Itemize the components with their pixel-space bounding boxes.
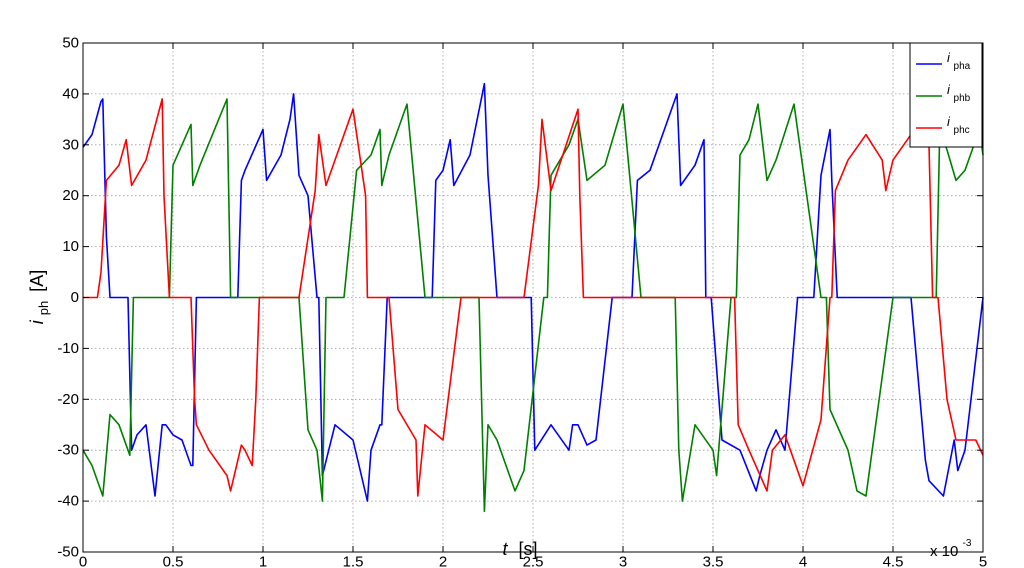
series-layer	[82, 82, 984, 513]
y-tick-label: -20	[57, 391, 79, 408]
x-tick-label: 4.5	[883, 553, 904, 568]
series-line-pha	[82, 82, 984, 502]
y-tick-label: 30	[62, 136, 79, 153]
legend-entry-pha: i pha	[916, 50, 971, 72]
x-axis-label-unit: [s]	[519, 539, 538, 559]
x-tick-label: 0.5	[163, 553, 184, 568]
legend-label-pha: i pha	[947, 50, 971, 72]
legend-label-phb: i phb	[947, 82, 971, 104]
x-tick-label: 1.5	[343, 553, 364, 568]
legend-label-phc-main: i	[947, 114, 951, 129]
legend-label-pha-main: i	[947, 50, 951, 65]
y-axis-label-main: i	[27, 319, 47, 324]
x-axis-label: t [s]	[502, 539, 537, 559]
x-axis-label-main: t	[502, 539, 508, 559]
y-tick-label: -30	[57, 442, 79, 459]
y-tick-label: -40	[57, 493, 79, 510]
x-tick-label: 2	[439, 553, 447, 568]
legend-label-phb-sub: phb	[954, 93, 971, 104]
y-axis-label-unit: [A]	[27, 270, 47, 292]
x-tick-label: 2.5	[523, 553, 544, 568]
legend-entry-phb: i phb	[916, 82, 971, 104]
x-axis-ticks: 0 0.5 1 1.5 2 2.5 3 3.5 4 4.5 5	[79, 43, 987, 568]
y-tick-label: 40	[62, 85, 79, 102]
legend-label-phc: i phc	[947, 114, 970, 136]
legend-box	[909, 42, 983, 148]
x-tick-label: 3.5	[703, 553, 724, 568]
x-axis-multiplier-exp: -3	[963, 538, 972, 549]
legend-label-phb-main: i	[947, 82, 951, 97]
series-line-phb	[82, 98, 984, 513]
y-tick-label: -10	[57, 340, 79, 357]
legend-label-pha-sub: pha	[954, 61, 971, 72]
legend-entry-phc: i phc	[916, 114, 970, 136]
x-axis-multiplier: x 10 -3	[930, 538, 972, 560]
y-tick-label: -50	[57, 544, 79, 561]
y-tick-label: 10	[62, 238, 79, 255]
y-tick-label: 0	[71, 289, 79, 306]
x-tick-label: 4	[799, 553, 807, 568]
grid	[83, 43, 983, 552]
legend: i pha i phb i phc	[909, 42, 983, 148]
y-axis-ticks: -50 -40 -30 -20 -10 0 10 20 30 40 50	[57, 35, 983, 561]
series-line-phc	[83, 98, 984, 497]
x-tick-label: 3	[619, 553, 627, 568]
x-tick-label: 0	[79, 553, 87, 568]
y-axis-label-sub: ph	[36, 301, 51, 315]
x-tick-label: 1	[259, 553, 267, 568]
x-tick-label: 5	[979, 553, 987, 568]
y-tick-label: 50	[62, 35, 79, 52]
x-axis-multiplier-base: x 10	[930, 543, 958, 560]
y-axis-label: i ph [A]	[27, 270, 52, 325]
legend-label-phc-sub: phc	[954, 125, 970, 136]
y-tick-label: 20	[62, 187, 79, 204]
